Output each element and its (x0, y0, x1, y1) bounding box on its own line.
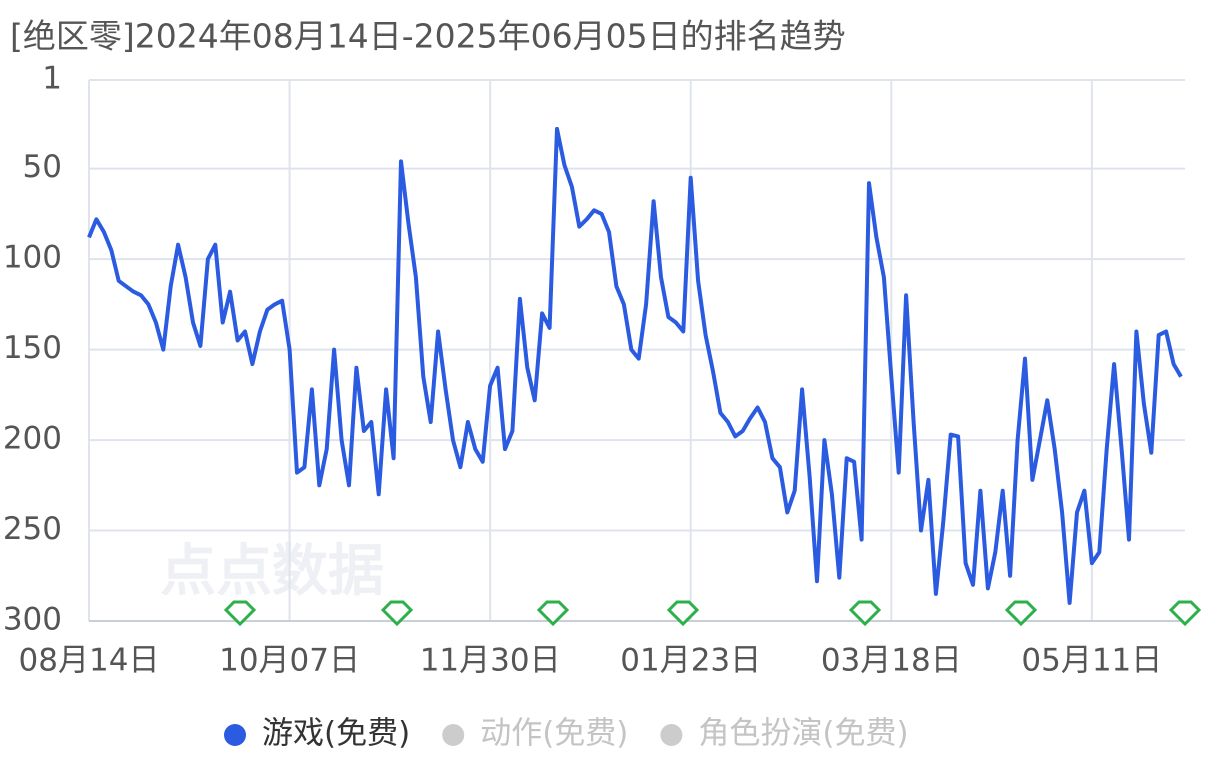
x-tick-label: 10月07日 (219, 643, 360, 679)
y-tick-label: 300 (3, 602, 62, 638)
marker-icon (666, 600, 700, 627)
legend-swatch (224, 724, 246, 746)
series-line (87, 126, 1183, 605)
x-tick-label: 03月18日 (821, 643, 962, 679)
legend-swatch (442, 724, 465, 746)
y-tick-label: 200 (3, 421, 62, 457)
watermark: 点点数据 (160, 539, 384, 604)
update-markers (223, 600, 1202, 627)
legend-item[interactable]: 角色扮演(免费) (660, 716, 909, 752)
legend-swatch (660, 724, 683, 746)
y-tick-label: 1 (42, 61, 62, 97)
x-tick-label: 11月30日 (420, 643, 561, 679)
chart-title: [绝区零]2024年08月14日-2025年06月05日的排名趋势 (10, 17, 846, 56)
marker-icon (223, 600, 257, 627)
marker-icon (536, 600, 570, 627)
marker-icon (1004, 600, 1038, 627)
legend-label: 动作(免费) (480, 716, 628, 752)
marker-icon (1168, 600, 1202, 627)
marker-icon (848, 600, 882, 627)
y-tick-label: 50 (23, 149, 62, 185)
x-tick-label: 01月23日 (620, 643, 761, 679)
y-tick-label: 250 (3, 511, 62, 547)
legend-item[interactable]: 动作(免费) (442, 716, 628, 752)
legend-label: 角色扮演(免费) (698, 716, 908, 752)
marker-icon (380, 600, 414, 627)
x-tick-label: 05月11日 (1021, 643, 1162, 679)
legend-item[interactable]: 游戏(免费) (224, 716, 410, 752)
x-tick-label: 08月14日 (19, 643, 160, 679)
legend-label: 游戏(免费) (262, 716, 410, 752)
y-tick-label: 150 (3, 330, 62, 366)
y-tick-label: 100 (3, 240, 62, 276)
